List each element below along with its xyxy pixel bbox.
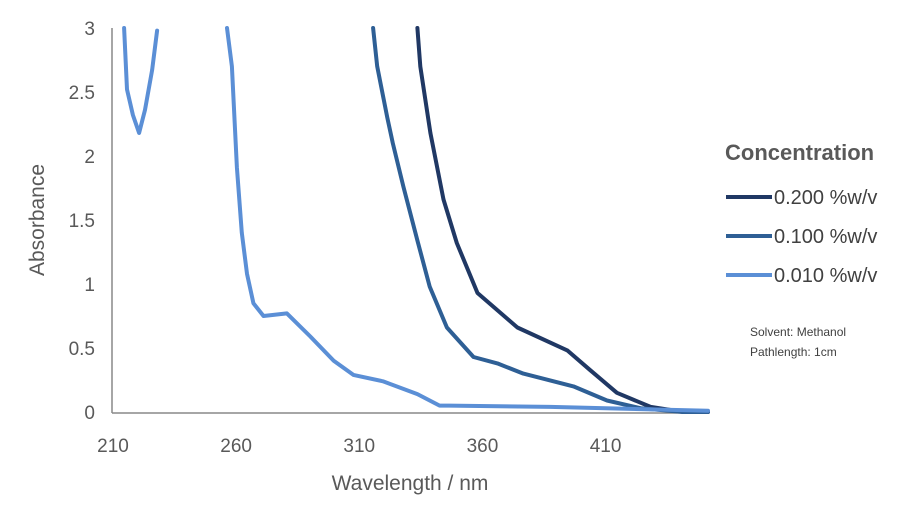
legend-label-2: 0.010 %w/v	[774, 265, 877, 287]
y-tick-label: 2	[84, 147, 95, 168]
y-tick-label: 0	[84, 403, 95, 424]
series-line-2	[122, 26, 160, 135]
legend-label-0: 0.200 %w/v	[774, 187, 877, 209]
x-tick-label: 360	[467, 436, 499, 457]
pathlength-note: Pathlength: 1cm	[750, 345, 837, 359]
x-tick-label: 210	[97, 436, 129, 457]
series-line-2	[225, 26, 710, 413]
x-tick-label: 410	[590, 436, 622, 457]
x-tick-label: 310	[343, 436, 375, 457]
y-tick-label: 0.5	[69, 339, 95, 360]
legend-label-1: 0.100 %w/v	[774, 226, 877, 248]
series-line-0	[415, 26, 710, 414]
y-axis-title: Absorbance	[26, 164, 49, 276]
y-tick-label: 1.5	[69, 211, 95, 232]
x-axis-title: Wavelength / nm	[332, 472, 489, 495]
y-tick-label: 1	[84, 275, 95, 296]
solvent-note: Solvent: Methanol	[750, 325, 846, 339]
series-line-1	[371, 26, 710, 414]
y-tick-label: 2.5	[69, 83, 95, 104]
y-tick-label: 3	[84, 19, 95, 40]
x-tick-label: 260	[220, 436, 252, 457]
legend-title: Concentration	[725, 140, 874, 165]
